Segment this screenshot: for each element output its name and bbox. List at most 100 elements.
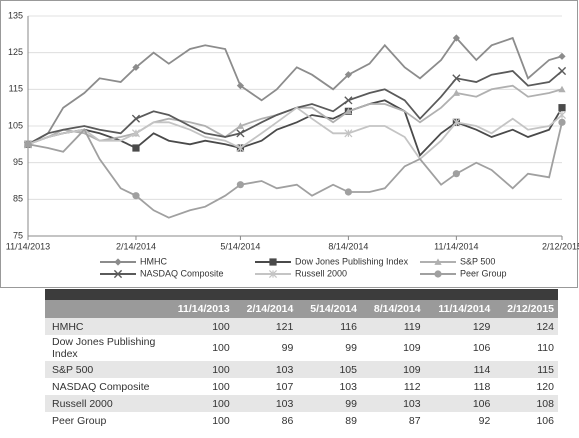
cell: 106: [424, 395, 495, 412]
y-tick-label: 125: [8, 47, 23, 57]
cell: 109: [403, 342, 421, 354]
marker: [132, 63, 140, 71]
table-row: HMHC 100 121 116 119 129 124: [45, 318, 558, 335]
row-label: S&P 500: [45, 361, 164, 378]
series-line: [27, 122, 563, 219]
marker: [113, 269, 123, 279]
x-tick-label: 2/14/2014: [116, 241, 156, 251]
marker: [236, 82, 245, 90]
marker: [132, 192, 140, 200]
marker: [236, 181, 245, 189]
x-tick-label: 11/14/2013: [6, 241, 50, 251]
cell: 100: [164, 395, 234, 412]
marker: [344, 188, 352, 196]
table-header: 11/14/2013 2/14/2014 5/14/2014 8/14/2014 11/…: [45, 300, 558, 318]
marker: [558, 85, 566, 93]
y-tick-label: 135: [8, 10, 23, 20]
table-row: NASDAQ Composite 100 107 103 112 118 120: [45, 378, 558, 395]
marker: [131, 129, 140, 138]
column-header: 5/14/2014: [297, 300, 361, 318]
marker: [452, 34, 460, 42]
marker: [344, 96, 353, 105]
marker: [132, 144, 140, 152]
table-band: [45, 289, 558, 300]
cell: 103: [233, 395, 298, 412]
x-tick-label: 11/14/2014: [434, 241, 478, 251]
y-tick-label: 75: [13, 230, 23, 240]
cell: 118: [473, 380, 491, 393]
cell: 106: [536, 414, 554, 427]
cell: 100: [212, 414, 230, 427]
cell: 129: [424, 318, 495, 335]
cell: 114: [424, 361, 495, 378]
cell: 103: [339, 380, 357, 393]
x-tick-label: 8/14/2014: [328, 241, 368, 251]
y-tick-label: 95: [13, 157, 23, 167]
cell: 86: [281, 414, 294, 427]
marker: [344, 129, 353, 138]
cell: 99: [297, 395, 361, 412]
cell: 110: [537, 342, 554, 354]
cell: 112: [403, 380, 421, 393]
marker: [434, 258, 442, 265]
legend-label: S&P 500: [460, 256, 495, 266]
cell: 106: [472, 342, 491, 354]
legend-label: NASDAQ Composite: [140, 268, 224, 278]
cell: 116: [297, 318, 361, 335]
marker: [236, 122, 245, 129]
cell: 100: [164, 318, 234, 335]
marker: [236, 129, 245, 138]
column-header: 11/14/2014: [424, 300, 495, 318]
cell: 103: [360, 395, 425, 412]
cell: 109: [360, 361, 425, 378]
y-tick-label: 115: [9, 84, 23, 94]
cell: 99: [345, 342, 357, 354]
marker: [344, 107, 352, 115]
marker: [131, 114, 141, 123]
cell: 100: [164, 361, 234, 378]
row-label: Dow Jones Publishing Index: [52, 336, 156, 360]
cell: 100: [212, 342, 230, 354]
legend-label: Russell 2000: [295, 268, 347, 278]
table-row: Dow Jones Publishing Index 100 99 99 109 106 1…: [45, 335, 558, 361]
x-tick-label: 5/14/2014: [220, 241, 260, 251]
marker: [558, 104, 566, 112]
cell: 107: [275, 380, 294, 393]
corner-cell: [45, 300, 164, 318]
cell: 99: [281, 342, 294, 354]
cell: 92: [478, 414, 491, 427]
marker: [236, 143, 245, 153]
marker: [558, 118, 566, 126]
marker: [24, 140, 32, 148]
table-row: Peer Group 100 86 89 87 92 106: [45, 412, 558, 429]
row-label: HMHC: [45, 318, 164, 335]
cell: 124: [494, 318, 558, 335]
series-line: [27, 36, 563, 146]
chart-frame: [0, 0, 578, 288]
marker: [452, 170, 460, 178]
table-row: S&P 500 100 103 105 109 114 115: [45, 361, 558, 378]
row-label: Peer Group: [52, 414, 107, 427]
y-tick-label: 85: [13, 194, 23, 204]
cell: 100: [212, 380, 230, 393]
marker: [557, 66, 567, 76]
cell: 87: [408, 414, 421, 427]
table-row: Russell 2000 100 103 99 103 106 108: [45, 395, 558, 412]
cell: 115: [494, 361, 558, 378]
series-line: [27, 106, 563, 161]
legend-label: Dow Jones Publishing Index: [295, 256, 409, 266]
marker: [268, 269, 278, 279]
marker: [558, 52, 566, 60]
marker: [269, 258, 277, 266]
column-header: 11/14/2013: [164, 300, 234, 318]
cell: 89: [345, 414, 357, 427]
marker: [557, 110, 567, 120]
marker: [434, 270, 442, 278]
marker: [344, 71, 352, 79]
cell: 121: [233, 318, 298, 335]
cell: 120: [536, 380, 554, 393]
marker: [452, 118, 461, 127]
column-header: 2/14/2014: [233, 300, 298, 318]
marker: [114, 258, 122, 266]
